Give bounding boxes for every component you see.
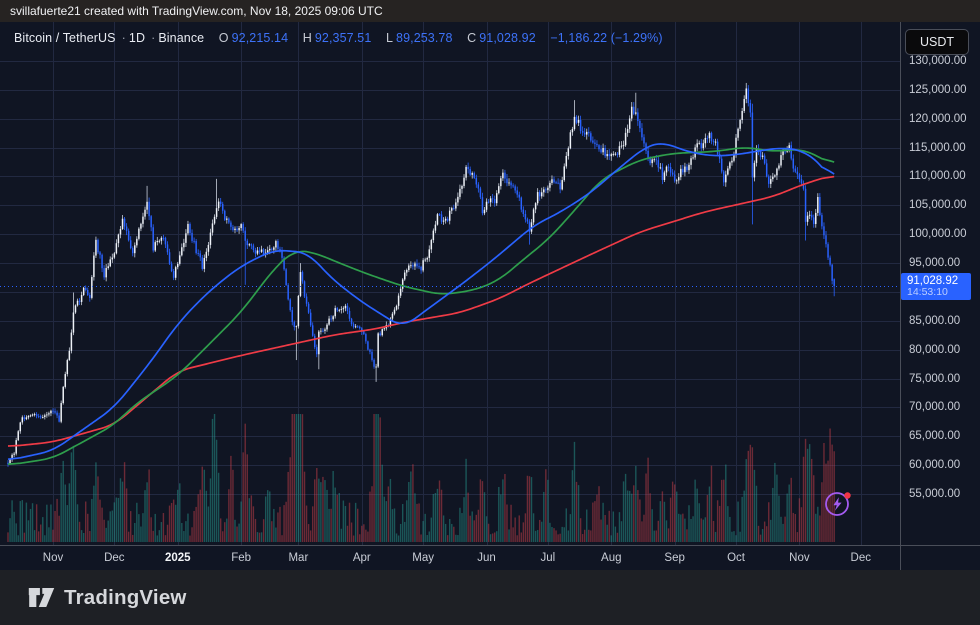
time-axis-border	[0, 545, 980, 546]
low-value: 89,253.78	[396, 31, 453, 45]
events-button[interactable]	[823, 488, 853, 518]
price-axis-label: 105,000.00	[909, 199, 967, 212]
notification-badge	[844, 492, 851, 499]
price-axis-label: 85,000.00	[909, 314, 961, 327]
high-label: H	[302, 31, 312, 45]
time-axis-label: Aug	[601, 552, 622, 564]
attribution-bar: svillafuerte21 created with TradingView.…	[0, 0, 980, 22]
low-label: L	[385, 31, 394, 45]
time-axis-label: Nov	[789, 552, 810, 564]
open-label: O	[218, 31, 229, 45]
time-axis-label: Jun	[477, 552, 496, 564]
lightning-bolt-icon	[825, 492, 851, 516]
price-chart-canvas[interactable]	[0, 22, 900, 545]
time-axis-label: Oct	[727, 552, 745, 564]
price-axis-border	[900, 22, 901, 570]
time-axis-label: Feb	[231, 552, 252, 564]
brand-text: TradingView	[64, 585, 187, 609]
currency-button[interactable]: USDT	[905, 29, 969, 55]
footer-bar: TradingView	[0, 570, 980, 625]
close-label: C	[467, 31, 477, 45]
high-value: 92,357.51	[314, 31, 372, 45]
interval-label[interactable]: 1D	[128, 31, 146, 45]
time-axis-label: Nov	[42, 552, 64, 564]
symbol-legend[interactable]: Bitcoin / TetherUS · 1D · Binance O 92,215.14…	[14, 31, 666, 45]
time-axis-label: Sep	[664, 552, 685, 564]
price-axis-label: 130,000.00	[909, 55, 967, 67]
price-axis-label: 125,000.00	[909, 83, 967, 96]
time-axis-label: Apr	[352, 552, 371, 564]
price-axis-label: 65,000.00	[909, 430, 961, 443]
change-value: −1,186.22 (−1.29%)	[550, 31, 663, 45]
time-axis-label: Dec	[850, 552, 871, 564]
symbol-title[interactable]: Bitcoin / TetherUS	[14, 31, 116, 45]
time-axis-label: 2025	[164, 552, 191, 564]
price-axis-label: 70,000.00	[909, 401, 961, 414]
price-axis-label: 95,000.00	[909, 257, 961, 270]
price-axis-label: 75,000.00	[909, 372, 961, 385]
price-axis-label: 100,000.00	[909, 228, 967, 241]
bar-countdown: 14:53:10	[907, 285, 948, 298]
price-axis-label: 60,000.00	[909, 459, 961, 472]
close-value: 91,028.92	[479, 31, 536, 45]
last-price-label: 91,028.92 14:53:10	[901, 272, 971, 300]
time-axis-label: May	[412, 552, 434, 564]
price-axis[interactable]: USDT 130,000.00 125,000.00 120,000.00 115,0…	[901, 22, 980, 545]
tradingview-logo[interactable]: TradingView	[28, 586, 187, 610]
open-value: 92,215.14	[231, 31, 289, 45]
time-axis-label: Dec	[104, 552, 125, 564]
time-axis-label: Jul	[540, 552, 556, 564]
legend-separator: ·	[151, 31, 156, 45]
tradingview-logo-icon	[28, 587, 55, 608]
price-axis-label: 110,000.00	[909, 170, 966, 183]
time-axis[interactable]: Nov Dec 2025 Feb Mar Apr May Jun Jul Aug Sep Oct Nov…	[0, 546, 900, 570]
exchange-label: Binance	[158, 31, 205, 45]
time-axis-label: Mar	[288, 552, 309, 564]
price-axis-label: 115,000.00	[909, 141, 966, 154]
price-axis-label: 55,000.00	[909, 488, 961, 500]
legend-separator: ·	[121, 31, 126, 45]
price-axis-label: 120,000.00	[909, 112, 967, 125]
price-axis-label: 80,000.00	[909, 343, 961, 356]
last-price-value: 91,028.92	[907, 274, 959, 287]
